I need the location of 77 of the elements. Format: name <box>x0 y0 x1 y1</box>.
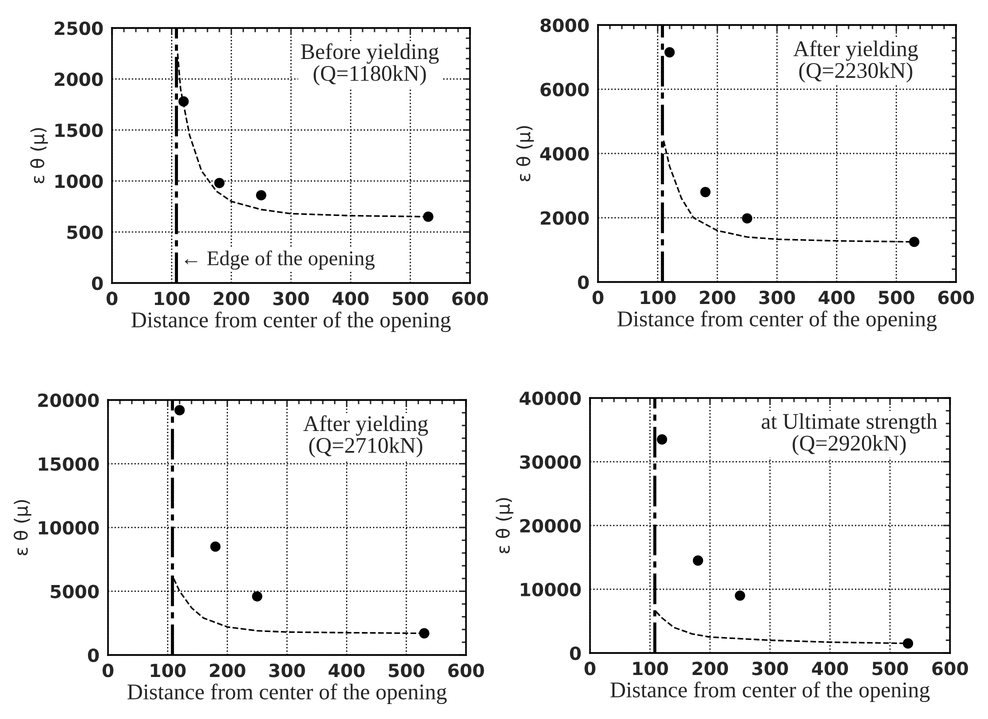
y-tick-label: 6000 <box>540 82 589 96</box>
x-tick-label: 400 <box>328 664 365 678</box>
y-tick-label: 1500 <box>55 123 103 138</box>
x-tick-label: 0 <box>102 664 114 678</box>
x-axis-title: Distance from center of the opening <box>132 312 451 332</box>
x-tick-label: 500 <box>388 664 424 678</box>
point <box>692 555 704 566</box>
x-tick-label: 200 <box>210 664 246 678</box>
point <box>656 434 668 445</box>
y-tick-label: 15000 <box>38 457 99 471</box>
x-tick-label: 0 <box>592 290 604 304</box>
x-tick-label: 500 <box>878 290 914 304</box>
point <box>909 236 920 247</box>
point <box>419 628 430 638</box>
x-tick-label: 400 <box>332 292 369 306</box>
x-tick-label: 200 <box>692 662 728 676</box>
x-tick-label: 100 <box>150 664 186 678</box>
text: at Ultimate strength (Q=2920kN) <box>762 413 938 456</box>
x-tick-label: 200 <box>700 290 736 304</box>
y-tick-label: 8000 <box>540 18 589 32</box>
point <box>214 178 225 188</box>
point <box>664 47 675 58</box>
x-tick-label: 100 <box>640 290 676 304</box>
x-tick-label: 100 <box>633 662 668 676</box>
y-tick-label: 0 <box>578 275 589 290</box>
y-tick-label: 0 <box>88 648 99 662</box>
point <box>902 638 914 649</box>
x-tick-label: 200 <box>214 292 250 306</box>
x-tick-label: 400 <box>812 662 848 676</box>
y-tick-label: 30000 <box>520 455 581 469</box>
point <box>700 186 711 198</box>
text: Before yielding (Q=1180kN) <box>300 43 439 86</box>
x-axis-title: Distance from center of the opening <box>610 682 930 702</box>
y-tick-label: 2000 <box>54 72 103 86</box>
point <box>734 590 746 601</box>
x-tick-label: 300 <box>273 292 309 306</box>
y-axis-title: ε θ (μ) <box>14 500 32 556</box>
y-tick-label: 10000 <box>520 582 581 596</box>
point <box>742 213 752 224</box>
text: After yielding (Q=2710kN) <box>303 415 428 458</box>
x-tick-label: 300 <box>759 290 795 304</box>
ref-line-label: ← Edge of the opening <box>184 250 375 270</box>
y-axis-title: ε θ (μ) <box>516 126 534 182</box>
x-tick-label: 300 <box>752 662 788 676</box>
x-tick-label: 500 <box>872 662 908 676</box>
point <box>178 96 189 107</box>
y-axis-title: ε θ (μ) <box>30 128 48 184</box>
y-tick-label: 40000 <box>520 391 581 406</box>
y-tick-label: 4000 <box>540 146 589 161</box>
point <box>423 212 434 222</box>
y-tick-label: 5000 <box>50 584 99 598</box>
x-tick-label: 400 <box>818 290 855 304</box>
text: After yielding (Q=2230kN) <box>793 40 918 83</box>
point <box>256 190 266 200</box>
x-axis-title: Distance from center of the opening <box>618 310 937 332</box>
x-tick-label: 0 <box>106 292 118 306</box>
y-tick-label: 2500 <box>54 21 103 36</box>
point <box>210 541 221 552</box>
x-tick-label: 500 <box>392 292 428 306</box>
x-tick-label: 300 <box>269 664 305 678</box>
x-tick-label: 600 <box>452 292 488 306</box>
y-tick-label: 0 <box>570 646 581 660</box>
y-tick-label: 20000 <box>520 518 581 533</box>
y-tick-label: 2000 <box>540 211 589 225</box>
x-tick-label: 100 <box>154 292 190 306</box>
y-tick-label: 10000 <box>38 520 99 535</box>
x-axis-title: Distance from center of the opening <box>128 684 447 704</box>
y-tick-label: 20000 <box>38 393 99 408</box>
point <box>252 591 262 602</box>
y-tick-label: 0 <box>92 276 103 290</box>
y-axis-title: ε θ (μ) <box>496 498 514 554</box>
x-tick-label: 600 <box>938 290 974 304</box>
y-tick-label: 1000 <box>55 174 103 188</box>
point <box>174 405 185 416</box>
x-tick-label: 600 <box>932 662 968 676</box>
y-tick-label: 500 <box>67 225 103 240</box>
x-tick-label: 600 <box>448 664 484 678</box>
